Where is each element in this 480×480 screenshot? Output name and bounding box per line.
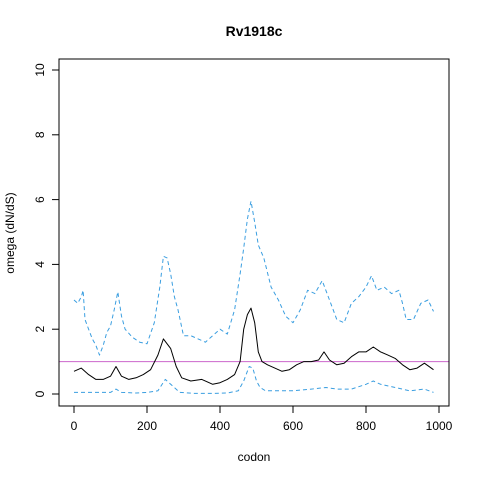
y-axis-label: omega (dN/dS)	[3, 192, 17, 273]
y-tick-label: 10	[33, 63, 47, 77]
x-tick-label: 200	[137, 419, 157, 433]
x-tick-label: 400	[210, 419, 230, 433]
series-line-upper	[73, 200, 434, 356]
x-tick-label: 600	[283, 419, 303, 433]
x-tick-label: 1000	[426, 419, 453, 433]
y-tick-label: 2	[33, 326, 47, 333]
x-tick-label: 0	[71, 419, 78, 433]
y-tick-label: 8	[33, 131, 47, 138]
series-line-mean	[73, 307, 434, 385]
series-line-lower	[74, 366, 434, 394]
plot-frame	[58, 58, 450, 407]
y-tick-label: 6	[33, 196, 47, 203]
y-tick-label: 0	[33, 390, 47, 397]
chart-title: Rv1918c	[226, 23, 283, 39]
x-axis-label: codon	[238, 450, 271, 464]
y-tick-label: 4	[33, 261, 47, 268]
x-tick-label: 800	[356, 419, 376, 433]
